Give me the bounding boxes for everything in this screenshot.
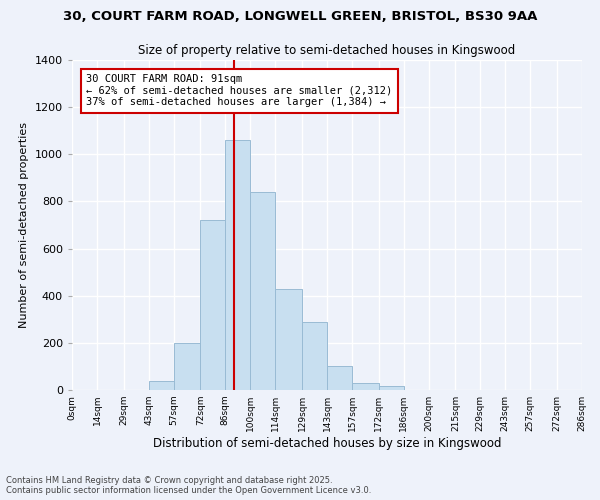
- Bar: [275, 288, 302, 390]
- Bar: [327, 366, 352, 390]
- Y-axis label: Number of semi-detached properties: Number of semi-detached properties: [19, 122, 29, 328]
- Bar: [379, 386, 404, 390]
- Text: 30, COURT FARM ROAD, LONGWELL GREEN, BRISTOL, BS30 9AA: 30, COURT FARM ROAD, LONGWELL GREEN, BRI…: [63, 10, 537, 23]
- Text: Contains HM Land Registry data © Crown copyright and database right 2025.
Contai: Contains HM Land Registry data © Crown c…: [6, 476, 371, 495]
- Bar: [250, 192, 275, 390]
- Bar: [352, 383, 379, 390]
- Bar: [200, 220, 226, 390]
- Text: 30 COURT FARM ROAD: 91sqm
← 62% of semi-detached houses are smaller (2,312)
37% : 30 COURT FARM ROAD: 91sqm ← 62% of semi-…: [86, 74, 392, 108]
- Bar: [226, 140, 250, 390]
- Title: Size of property relative to semi-detached houses in Kingswood: Size of property relative to semi-detach…: [139, 44, 515, 58]
- Bar: [149, 380, 173, 390]
- Bar: [173, 343, 200, 390]
- Bar: [302, 322, 327, 390]
- X-axis label: Distribution of semi-detached houses by size in Kingswood: Distribution of semi-detached houses by …: [153, 437, 501, 450]
